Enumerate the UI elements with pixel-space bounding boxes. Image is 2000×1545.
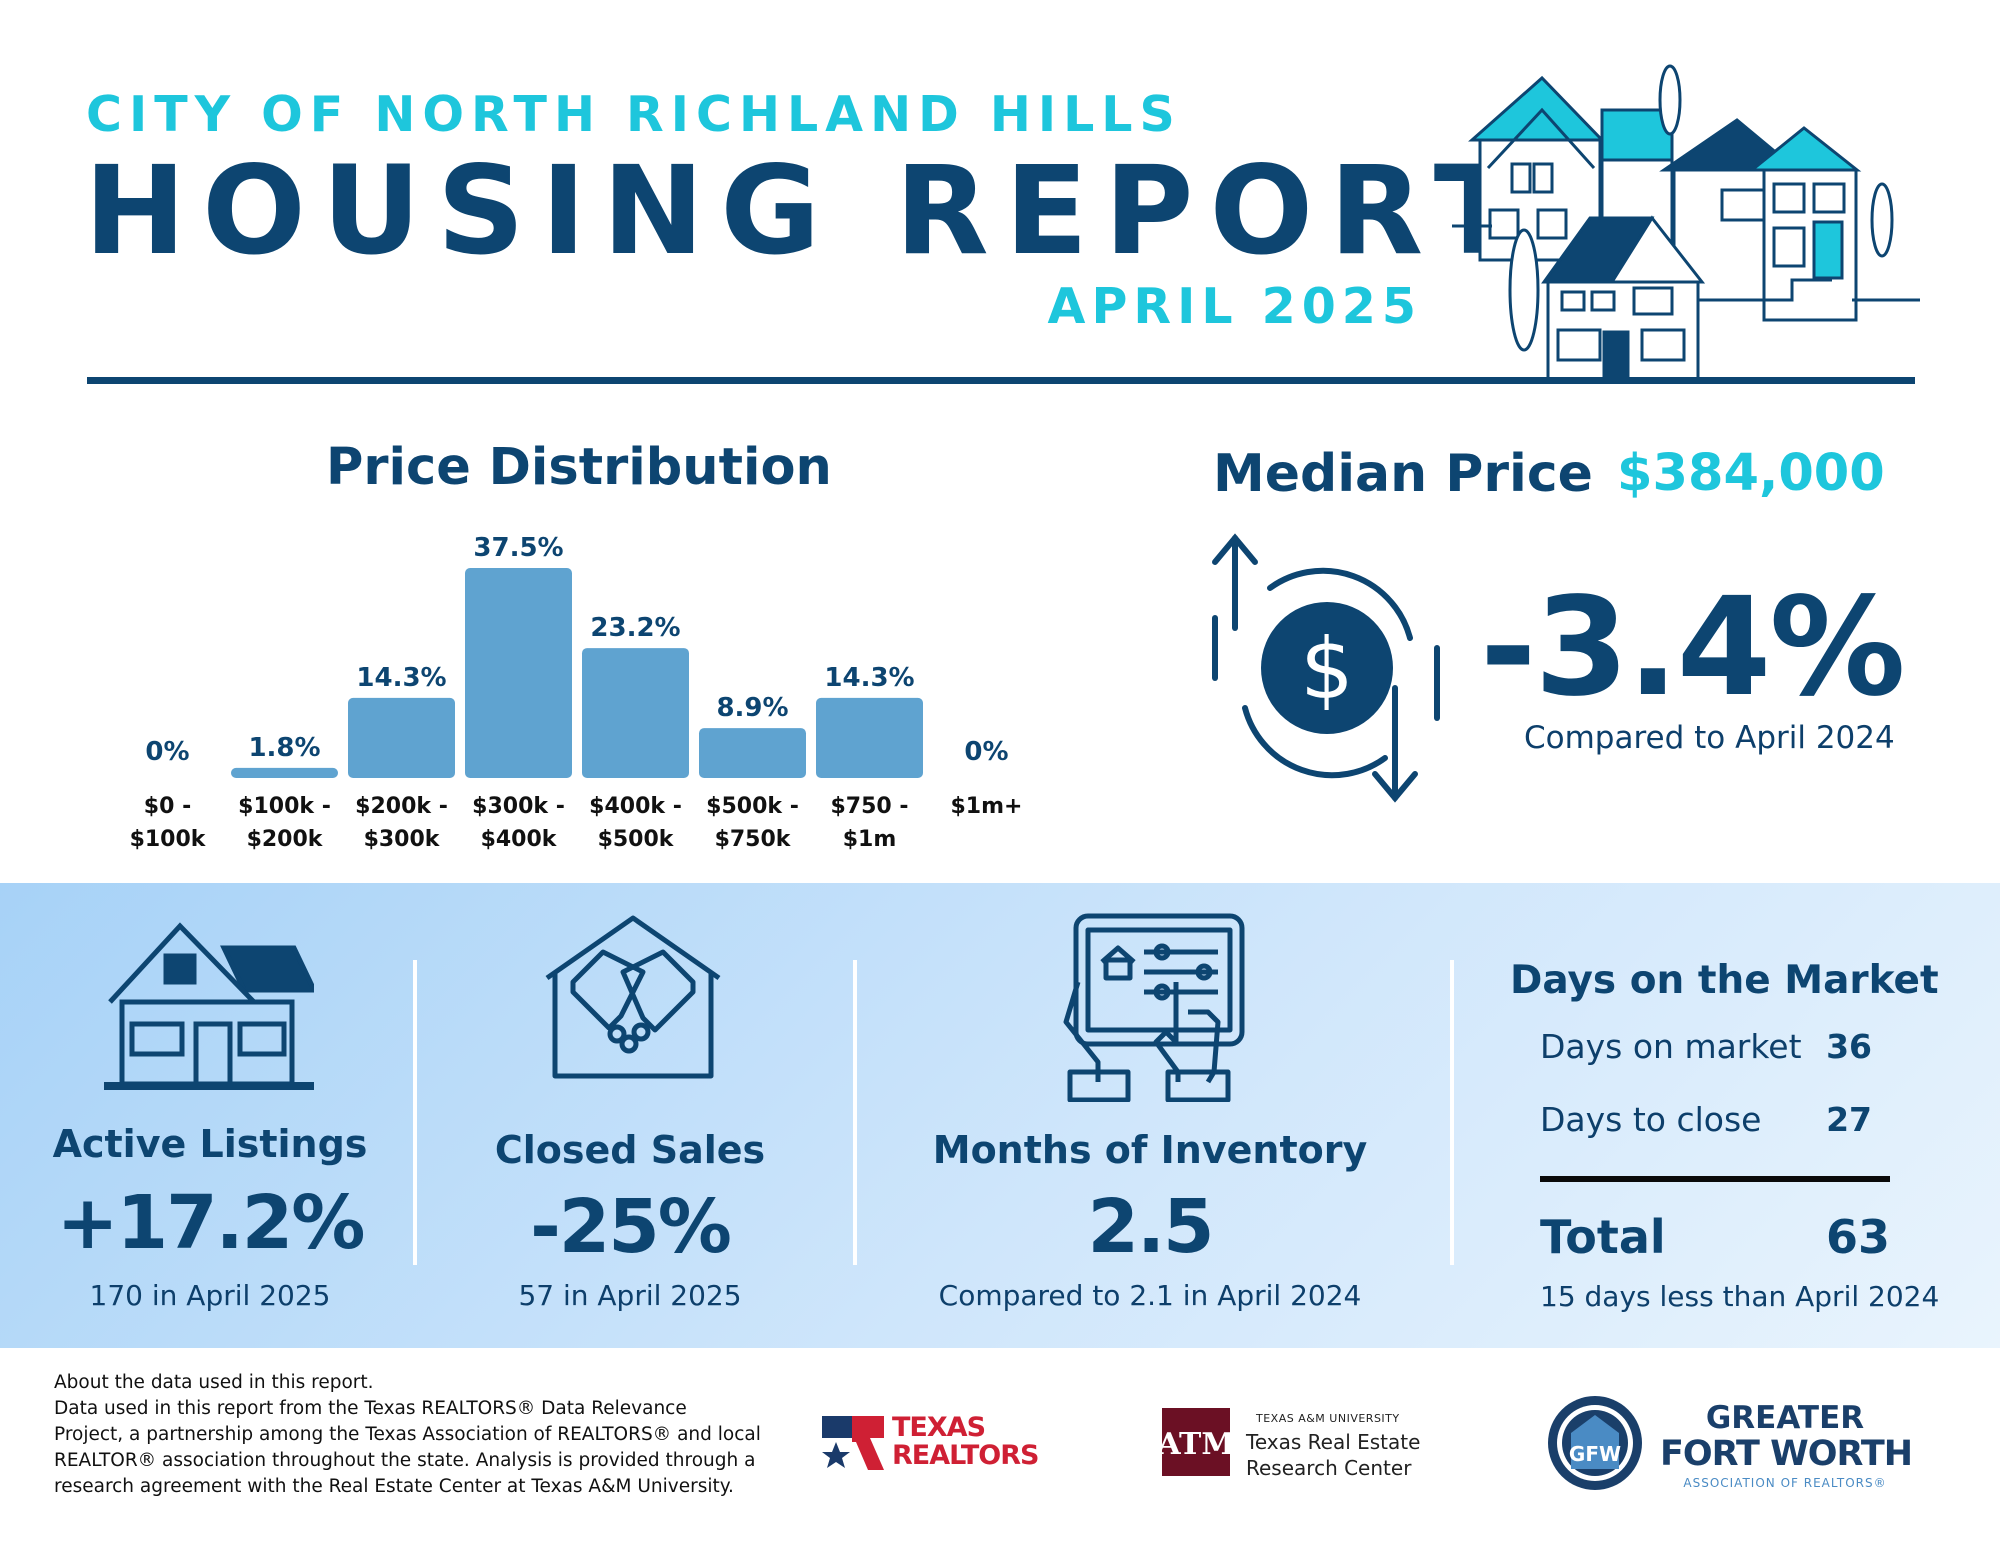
- tamu-university-text: TEXAS A&M UNIVERSITY: [1256, 1412, 1400, 1425]
- price-bar: [465, 568, 572, 778]
- price-distribution-chart: 0% $0 - $100k 1.8% $100k - $200k 14.3% $200k - $…: [130, 533, 1023, 852]
- price-category-label: $1m: [843, 827, 897, 852]
- price-category-label: $750 -: [830, 794, 908, 819]
- gfw-text: GREATER: [1705, 1400, 1865, 1436]
- active-listings-value: +17.2%: [56, 1180, 366, 1266]
- inventory-label: Months of Inventory: [932, 1128, 1368, 1172]
- disclaimer-line: Project, a partnership among the Texas A…: [54, 1424, 761, 1445]
- tamu-center-text: Texas Real Estate: [1246, 1430, 1421, 1454]
- days-on-market-row-value: 36: [1826, 1027, 1872, 1066]
- price-bar-value-label: 8.9%: [716, 693, 788, 723]
- price-category-label: $500k -: [706, 794, 799, 819]
- price-bar: [231, 767, 338, 778]
- median-price-change: -3.4%: [1480, 569, 1906, 727]
- inventory-value: 2.5: [1087, 1184, 1214, 1270]
- price-bar-value-label: 1.8%: [248, 733, 320, 763]
- svg-text:GFW: GFW: [1569, 1442, 1621, 1466]
- price-category-label: $1m+: [951, 794, 1023, 819]
- disclaimer-line: research agreement with the Real Estate …: [54, 1476, 734, 1497]
- median-price-value: $384,000: [1617, 444, 1885, 503]
- stats-divider: [413, 960, 417, 1265]
- closed-sales-label: Closed Sales: [494, 1128, 766, 1172]
- stats-divider: [853, 960, 857, 1265]
- tablet-icon: [1063, 913, 1245, 1102]
- city-name: CITY OF NORTH RICHLAND HILLS: [86, 86, 1182, 143]
- price-bar-value-label: 14.3%: [824, 663, 914, 693]
- price-bar: [582, 648, 689, 778]
- days-on-market-title: Days on the Market: [1510, 958, 1939, 1003]
- inventory-sub: Compared to 2.1 in April 2024: [938, 1279, 1362, 1312]
- stats-divider: [1450, 960, 1454, 1265]
- closed-sales-sub: 57 in April 2025: [518, 1279, 742, 1312]
- days-total-divider: [1540, 1176, 1890, 1182]
- price-category-label: $400k: [481, 827, 558, 852]
- price-bar-value-label: 37.5%: [473, 533, 563, 563]
- gfw-text: FORT WORTH: [1660, 1434, 1913, 1474]
- texas-am-logo-icon: ATM: [1162, 1408, 1230, 1476]
- price-bar: [699, 728, 806, 778]
- handshake-house-icon: [545, 915, 721, 1079]
- active-listings-sub: 170 in April 2025: [89, 1279, 331, 1312]
- price-category-label: $750k: [715, 827, 792, 852]
- price-distribution-title: Price Distribution: [326, 438, 832, 497]
- svg-text:ATM: ATM: [1162, 1427, 1230, 1462]
- price-category-label: $100k -: [238, 794, 331, 819]
- days-to-close-row-label: Days to close: [1540, 1100, 1762, 1139]
- data-disclaimer: About the data used in this report. Data…: [54, 1370, 774, 1500]
- gfw-logo-icon: GFW: [1548, 1396, 1642, 1490]
- closed-sales-value: -25%: [530, 1184, 732, 1270]
- report-date: APRIL 2025: [1047, 278, 1422, 335]
- gfw-text: ASSOCIATION OF REALTORS®: [1683, 1476, 1887, 1490]
- median-price-label: Median Price: [1213, 444, 1593, 504]
- price-bar-value-label: 14.3%: [356, 663, 446, 693]
- house-icon: [104, 922, 314, 1090]
- texas-realtors-text: TEXAS: [892, 1412, 986, 1443]
- price-change-icon: $: [1212, 533, 1440, 803]
- header-divider: [87, 377, 1915, 384]
- days-total-label: Total: [1540, 1210, 1666, 1264]
- price-bar: [348, 697, 455, 778]
- price-category-label: $400k -: [589, 794, 682, 819]
- svg-text:$: $: [1300, 620, 1353, 718]
- price-category-label: $500k: [598, 827, 675, 852]
- disclaimer-line: REALTOR® association throughout the stat…: [54, 1450, 756, 1471]
- price-category-label: $200k: [247, 827, 324, 852]
- houses-illustration: [1452, 64, 1920, 382]
- price-category-label: $100k: [130, 827, 207, 852]
- price-category-label: $200k -: [355, 794, 448, 819]
- median-price-compare: Compared to April 2024: [1524, 720, 1895, 756]
- texas-realtors-text: REALTORS: [892, 1440, 1039, 1471]
- days-total-value: 63: [1825, 1210, 1890, 1264]
- disclaimer-line: Data used in this report from the Texas …: [54, 1398, 687, 1419]
- disclaimer-line: About the data used in this report.: [54, 1372, 374, 1393]
- report-title: HOUSING REPORT: [84, 140, 1533, 282]
- days-on-market-sub: 15 days less than April 2024: [1540, 1280, 1940, 1313]
- price-bar-value-label: 0%: [145, 737, 189, 767]
- price-category-label: $0 -: [144, 794, 191, 819]
- texas-realtors-logo-icon: [822, 1416, 884, 1470]
- price-bar-value-label: 0%: [964, 737, 1008, 767]
- stats-band: [0, 883, 2000, 1348]
- tamu-center-text: Research Center: [1246, 1456, 1412, 1480]
- price-category-label: $300k -: [472, 794, 565, 819]
- price-category-label: $300k: [364, 827, 441, 852]
- days-on-market-row-label: Days on market: [1540, 1027, 1802, 1066]
- price-bar-value-label: 23.2%: [590, 613, 680, 643]
- price-bar: [816, 697, 923, 778]
- active-listings-label: Active Listings: [52, 1122, 368, 1166]
- days-to-close-row-value: 27: [1826, 1100, 1872, 1139]
